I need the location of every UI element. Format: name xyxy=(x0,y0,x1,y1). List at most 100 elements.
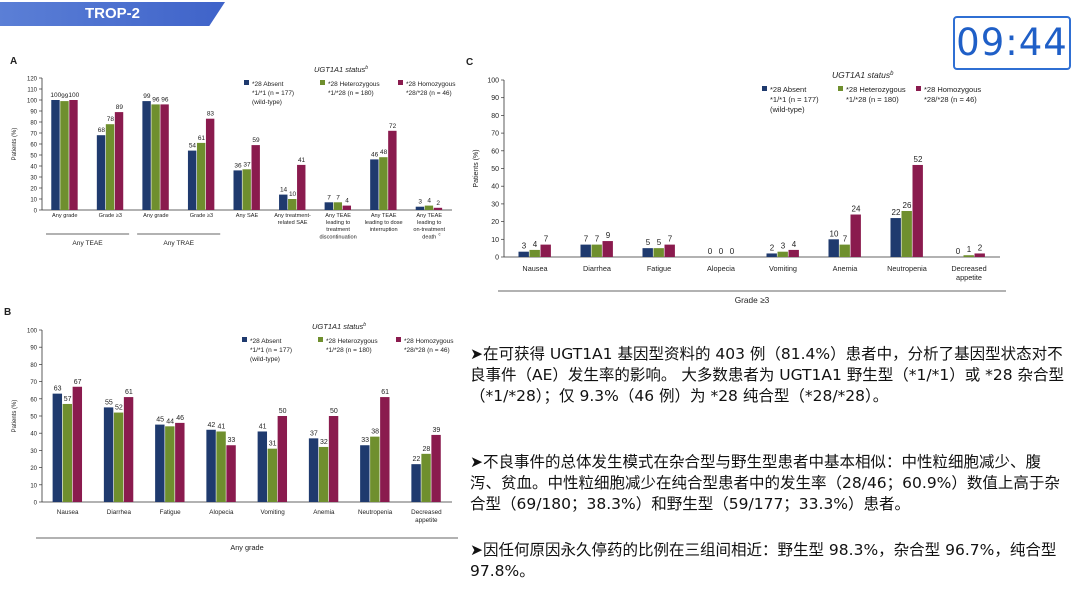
y-tick-label: 90 xyxy=(30,110,37,116)
x-tick-label: Nausea xyxy=(522,264,548,273)
note-text-2: 不良事件的总体发生模式在杂合型与野生型患者中基本相似：中性粒细胞减少、腹泻、贫血… xyxy=(470,453,1060,513)
legend-label: *1/*1 (n = 177) xyxy=(770,95,819,104)
legend-label: *1/*28 (n = 180) xyxy=(328,90,374,97)
data-label: 57 xyxy=(64,396,72,403)
section-tag: TROP-2 xyxy=(0,2,225,26)
bar xyxy=(72,386,83,502)
legend-label: *28 Homozygous xyxy=(404,338,454,345)
y-tick-label: 100 xyxy=(27,329,38,335)
data-label: 61 xyxy=(125,389,133,396)
bar xyxy=(96,135,106,210)
legend-swatch xyxy=(398,80,403,85)
bar xyxy=(196,142,206,210)
panel-letter: C xyxy=(466,57,473,68)
y-tick-label: 40 xyxy=(30,432,37,438)
y-tick-label: 20 xyxy=(491,219,499,226)
legend-swatch xyxy=(242,337,247,342)
bar xyxy=(233,170,242,210)
data-label: 4 xyxy=(533,240,538,249)
data-label: 22 xyxy=(412,456,420,463)
y-tick-label: 40 xyxy=(491,184,499,191)
bar xyxy=(69,100,78,210)
bar xyxy=(324,202,334,210)
data-label: 41 xyxy=(298,157,306,164)
x-tick-label: Decreased xyxy=(411,509,442,516)
data-label: 61 xyxy=(381,389,389,396)
bar xyxy=(297,164,306,210)
bar xyxy=(216,431,226,502)
bullet-arrow-icon: ➤ xyxy=(470,453,483,471)
bar xyxy=(165,426,175,502)
y-tick-label: 30 xyxy=(30,176,37,182)
data-label: 38 xyxy=(371,429,379,436)
bar xyxy=(205,118,215,210)
x-tick-label: death xyxy=(422,234,436,240)
chart-panel-a: A 0 10 20 30 40 50 60 70 80 90 100 110 120 Patients (%… xyxy=(0,50,462,282)
x-tick-label: Any grade xyxy=(143,213,169,219)
legend: UGT1A1 statusb *28 Absent *1/*1 (n = 177) (… xyxy=(244,65,456,106)
data-label: 36 xyxy=(234,162,242,169)
bar xyxy=(411,464,421,502)
data-label: 96 xyxy=(161,96,169,103)
legend-label: *1/*1 (n = 177) xyxy=(252,90,294,97)
note-text-3: 因任何原因永久停药的比例在三组间相近：野生型 98.3%，杂合型 96.7%，纯… xyxy=(470,541,1057,580)
x-tick-label: Neutropenia xyxy=(887,264,928,273)
note-paragraph-2: ➤不良事件的总体发生模式在杂合型与野生型患者中基本相似：中性粒细胞减少、腹泻、贫… xyxy=(470,452,1070,515)
x-tick-label: Vomiting xyxy=(769,264,797,273)
data-label: 7 xyxy=(843,235,848,244)
group-label: Any TRAE xyxy=(163,240,194,247)
bar xyxy=(113,412,124,502)
x-tick-label: appetite xyxy=(415,517,438,524)
bar xyxy=(591,244,602,257)
data-label: 28 xyxy=(422,446,430,453)
bar xyxy=(360,445,370,502)
legend-swatch xyxy=(916,86,921,91)
data-label: 63 xyxy=(54,386,62,393)
bar xyxy=(433,207,443,210)
legend-label: (wild-type) xyxy=(252,99,282,106)
bar xyxy=(103,407,114,502)
bar xyxy=(664,244,675,257)
bar xyxy=(342,205,352,210)
y-tick-label: 50 xyxy=(491,166,499,173)
x-tick-label: Any grade xyxy=(52,213,78,219)
data-label: 72 xyxy=(389,123,397,130)
bar xyxy=(175,422,185,502)
legend-label: *28 Absent xyxy=(770,85,807,94)
data-label: 89 xyxy=(116,104,124,111)
legend-label: *28/*28 (n = 46) xyxy=(404,347,450,354)
data-label: 0 xyxy=(708,247,713,256)
x-tick-label: discontinuation xyxy=(319,234,356,240)
data-label: 10 xyxy=(289,191,297,198)
data-label: 46 xyxy=(176,415,184,422)
bar xyxy=(788,249,799,257)
note-paragraph-3: ➤因任何原因永久停药的比例在三组间相近：野生型 98.3%，杂合型 96.7%，… xyxy=(470,540,1070,582)
bar xyxy=(912,164,923,257)
x-tick-label: Grade ≥3 xyxy=(99,213,122,219)
bar xyxy=(963,255,974,257)
bar xyxy=(155,424,165,502)
legend-label: *28 Heterozygous xyxy=(328,81,380,88)
data-label: 33 xyxy=(227,437,235,444)
legend-label: *28 Heterozygous xyxy=(846,85,906,94)
bar xyxy=(388,130,397,210)
data-label: 67 xyxy=(74,379,82,386)
y-tick-label: 80 xyxy=(30,363,37,369)
data-label: 31 xyxy=(269,441,277,448)
x-axis-label: Any grade xyxy=(230,543,263,552)
data-label: 5 xyxy=(646,238,651,247)
bar xyxy=(424,205,434,210)
legend-label: *28 Homozygous xyxy=(406,81,456,88)
legend-swatch xyxy=(244,80,249,85)
footnote-mark: c xyxy=(439,231,441,236)
x-tick-label: appetite xyxy=(956,273,982,282)
x-tick-label: related SAE xyxy=(278,220,308,226)
x-tick-label: Diarrhea xyxy=(107,509,132,516)
bar xyxy=(151,104,160,210)
legend-swatch xyxy=(762,86,767,91)
bar xyxy=(279,194,288,210)
x-tick-label: Neutropenia xyxy=(358,509,393,516)
data-label: 100 xyxy=(68,92,79,99)
x-tick-label: Anemia xyxy=(833,264,859,273)
panel-letter: B xyxy=(4,307,11,318)
